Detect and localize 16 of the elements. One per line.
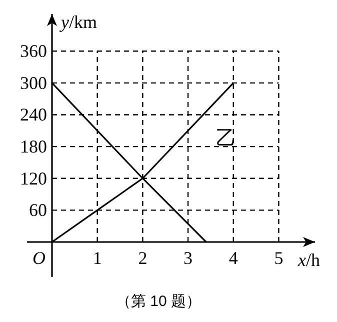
annotation: O xyxy=(32,248,46,268)
x-axis-title: x/h xyxy=(297,250,320,270)
y-tick-label: 180 xyxy=(20,136,47,157)
y-tick-label: 120 xyxy=(20,168,47,188)
x-tick-label: 4 xyxy=(228,248,238,268)
x-tick-label: 3 xyxy=(184,248,193,268)
x-tick-label: 2 xyxy=(138,248,148,268)
x-tick-label: 5 xyxy=(274,248,284,268)
x-tick-label: 1 xyxy=(92,248,102,268)
y-tick-label: 360 xyxy=(20,41,47,62)
text: （第 10 题） xyxy=(116,293,202,310)
y-tick-label: 300 xyxy=(20,72,47,93)
y-axis-title: y/km xyxy=(59,12,98,32)
y-tick-label: 240 xyxy=(20,104,47,125)
series-label: 乙 xyxy=(216,128,236,150)
y-tick-label: 60 xyxy=(29,200,47,220)
